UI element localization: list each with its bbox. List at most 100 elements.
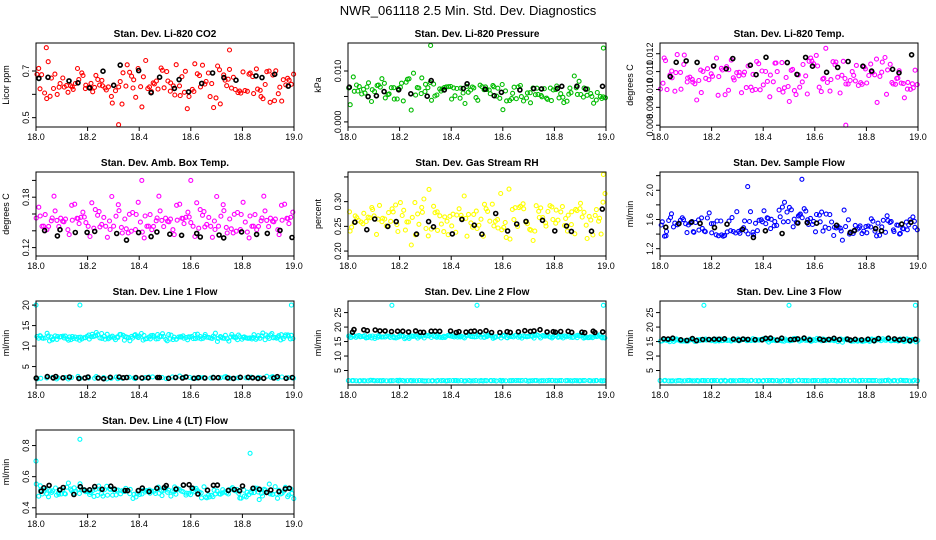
data-point — [81, 214, 87, 220]
data-point — [739, 226, 746, 233]
plot-frame — [35, 300, 295, 386]
data-point — [673, 70, 679, 76]
data-point — [428, 42, 434, 49]
data-point — [382, 95, 388, 101]
data-point — [277, 84, 283, 90]
data-point — [584, 235, 590, 242]
data-point — [471, 211, 477, 217]
data-point — [897, 230, 903, 236]
data-point — [820, 337, 827, 344]
x-tick-label: 18.6 — [182, 132, 200, 142]
data-point — [818, 89, 824, 95]
data-point — [180, 482, 187, 488]
y-tick-label: 15 — [21, 321, 31, 331]
plot-frame — [35, 429, 295, 515]
x-tick-label: 19.0 — [909, 132, 927, 142]
data-point — [48, 218, 54, 224]
data-point — [477, 328, 483, 335]
panel-title: Stan. Dev. Line 1 Flow — [113, 287, 218, 298]
data-point — [468, 378, 474, 384]
data-point — [824, 378, 830, 384]
data-point — [680, 217, 687, 223]
data-point — [246, 71, 252, 77]
x-tick-label: 18.2 — [79, 132, 97, 142]
x-tick-label: 18.2 — [703, 261, 721, 271]
data-point — [77, 483, 84, 490]
data-point — [456, 328, 462, 335]
data-point — [898, 377, 904, 383]
data-point — [779, 60, 785, 66]
data-point — [188, 177, 194, 183]
panel-title: Stan. Dev. Amb. Box Temp. — [101, 158, 229, 169]
data-point — [713, 55, 720, 61]
data-point — [791, 216, 797, 222]
data-point — [764, 78, 770, 84]
data-point — [721, 335, 728, 342]
data-point — [397, 200, 403, 206]
y-tick-label: 20 — [333, 322, 343, 332]
data-point — [259, 493, 266, 499]
chart-panel: Stan. Dev. Li-820 Pressure kPa 18.0 18.2 18.… — [313, 29, 615, 142]
data-point — [780, 219, 786, 225]
data-point — [520, 98, 527, 104]
data-point — [84, 229, 90, 236]
data-point — [864, 230, 870, 236]
data-point — [563, 223, 570, 229]
data-point — [372, 378, 378, 384]
data-point — [255, 223, 262, 229]
data-point — [228, 226, 234, 232]
data-point — [44, 373, 51, 380]
data-point — [215, 374, 221, 381]
data-point — [491, 378, 497, 384]
data-point — [677, 336, 684, 343]
data-point — [602, 191, 608, 197]
data-point — [772, 219, 778, 225]
data-point — [408, 242, 414, 248]
plot-frame — [659, 171, 919, 257]
data-point — [253, 231, 260, 238]
data-point — [69, 84, 75, 90]
data-point — [116, 122, 122, 128]
data-point — [238, 90, 244, 96]
data-point — [668, 211, 675, 217]
data-point — [588, 91, 594, 97]
y-tick-label: 0.5 — [21, 111, 31, 124]
data-point — [451, 85, 457, 91]
data-point — [877, 378, 883, 384]
data-point — [834, 64, 841, 71]
data-point — [565, 378, 571, 384]
data-point — [85, 223, 91, 229]
x-tick-label: 19.0 — [285, 390, 303, 400]
data-point — [493, 93, 500, 99]
data-point — [112, 88, 119, 94]
panel-title: Stan. Dev. Line 4 (LT) Flow — [102, 416, 228, 427]
x-tick-label: 19.0 — [909, 261, 927, 271]
data-point — [470, 378, 476, 384]
data-point — [145, 223, 152, 229]
data-point — [107, 226, 113, 233]
data-point — [879, 59, 885, 65]
panel-title: Stan. Dev. Line 2 Flow — [425, 287, 530, 298]
y-tick-label: 0.000 — [333, 111, 343, 134]
x-tick-label: 19.0 — [909, 390, 927, 400]
x-tick-label: 18.2 — [391, 132, 409, 142]
data-point — [885, 335, 892, 342]
data-point — [209, 70, 216, 76]
data-point — [568, 329, 575, 336]
data-point — [286, 77, 292, 83]
data-point — [852, 222, 858, 228]
data-point — [538, 86, 545, 92]
data-point — [544, 329, 550, 335]
data-point — [556, 333, 562, 340]
data-point — [444, 218, 450, 224]
data-point — [95, 76, 101, 83]
data-point — [563, 378, 569, 384]
data-point — [154, 485, 160, 492]
data-point — [69, 217, 75, 223]
data-point — [224, 230, 230, 236]
data-point — [804, 219, 811, 226]
data-point — [499, 81, 505, 88]
data-point — [283, 375, 289, 382]
data-point — [563, 215, 569, 222]
data-point — [820, 228, 826, 234]
